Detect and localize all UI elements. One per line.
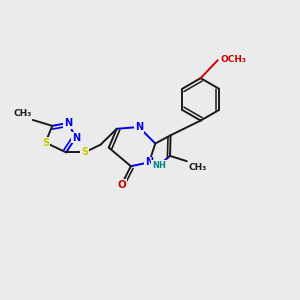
Text: N: N <box>72 133 80 142</box>
Text: OCH₃: OCH₃ <box>220 55 246 64</box>
Text: S: S <box>42 138 49 148</box>
Text: NH: NH <box>152 161 166 170</box>
Text: S: S <box>81 147 88 158</box>
Text: CH₃: CH₃ <box>13 109 31 118</box>
Text: CH₃: CH₃ <box>188 163 206 172</box>
Text: N: N <box>145 158 153 167</box>
Text: N: N <box>64 118 72 128</box>
Text: N: N <box>135 122 143 132</box>
Text: O: O <box>117 180 126 190</box>
